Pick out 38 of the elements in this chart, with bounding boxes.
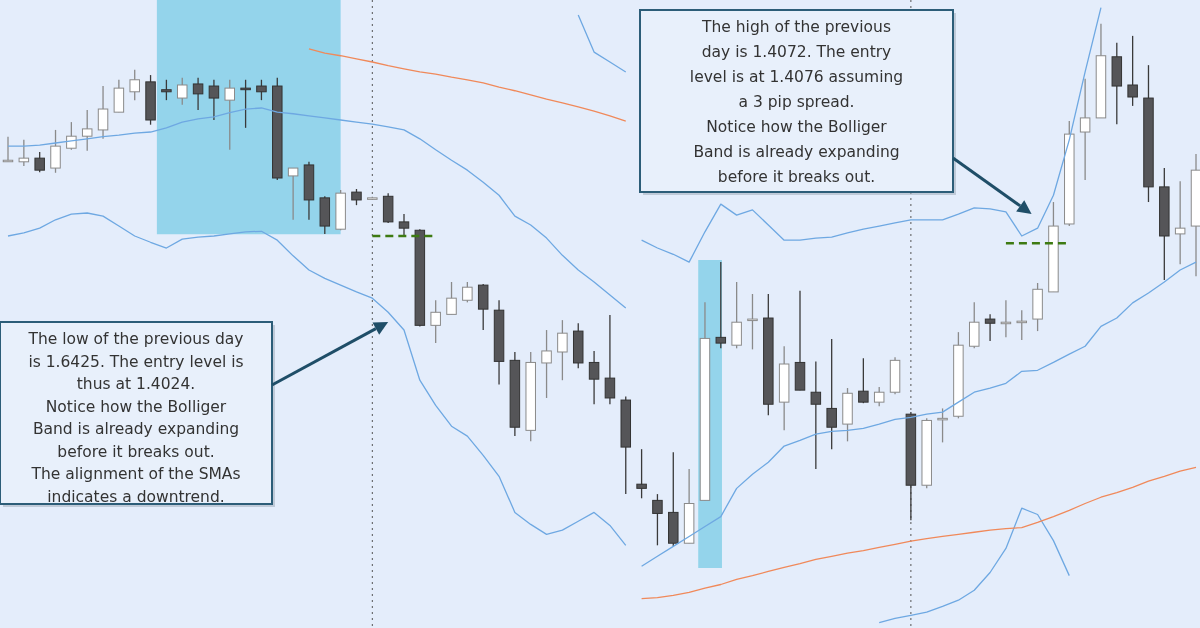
candlestick xyxy=(462,281,473,303)
candlestick xyxy=(826,338,837,450)
candlestick xyxy=(1079,78,1091,181)
candlestick xyxy=(731,281,742,349)
candlestick xyxy=(557,319,568,381)
candlestick xyxy=(176,77,188,106)
candlestick xyxy=(66,121,77,151)
candlestick xyxy=(1174,180,1186,265)
candlestick xyxy=(873,386,885,407)
candlestick xyxy=(129,69,140,101)
candlestick xyxy=(604,314,616,405)
candlestick xyxy=(81,109,93,152)
candlestick xyxy=(256,79,267,101)
candlestick xyxy=(652,493,663,546)
candlestick xyxy=(541,329,552,399)
annotation: The low of the previous day is 1.6425. The entry level is thus at 1.4024. Notice how the Bolliger Band is already expanding before it breaks out. The alignment of the SMAs indicates a downtrend. xyxy=(27,330,244,506)
candlestick xyxy=(636,448,647,499)
candlestick xyxy=(446,281,457,316)
candlestick xyxy=(50,129,61,174)
candlestick xyxy=(97,85,109,140)
candlestick xyxy=(984,313,996,342)
candlestick xyxy=(747,293,758,351)
candlestick xyxy=(208,79,220,121)
annotation: The high of the previous day is 1.4072. The entry level is at 1.4076 assuming a 3 pip spread. Notice how the Bolliger Band is already expanding before it breaks out. xyxy=(689,18,904,186)
candlestick xyxy=(398,213,410,236)
candlestick xyxy=(161,79,172,101)
candlestick xyxy=(287,167,299,221)
candlestick xyxy=(224,79,236,151)
candlestick xyxy=(34,151,45,173)
candlestick xyxy=(588,350,600,405)
candlestick xyxy=(715,261,727,349)
candlestick xyxy=(240,79,251,129)
candlestick xyxy=(18,139,30,167)
candlestick xyxy=(810,360,822,470)
candlestick xyxy=(858,357,869,404)
candlestick xyxy=(192,77,204,111)
candlestick xyxy=(1127,35,1138,107)
candlestick xyxy=(430,299,441,344)
